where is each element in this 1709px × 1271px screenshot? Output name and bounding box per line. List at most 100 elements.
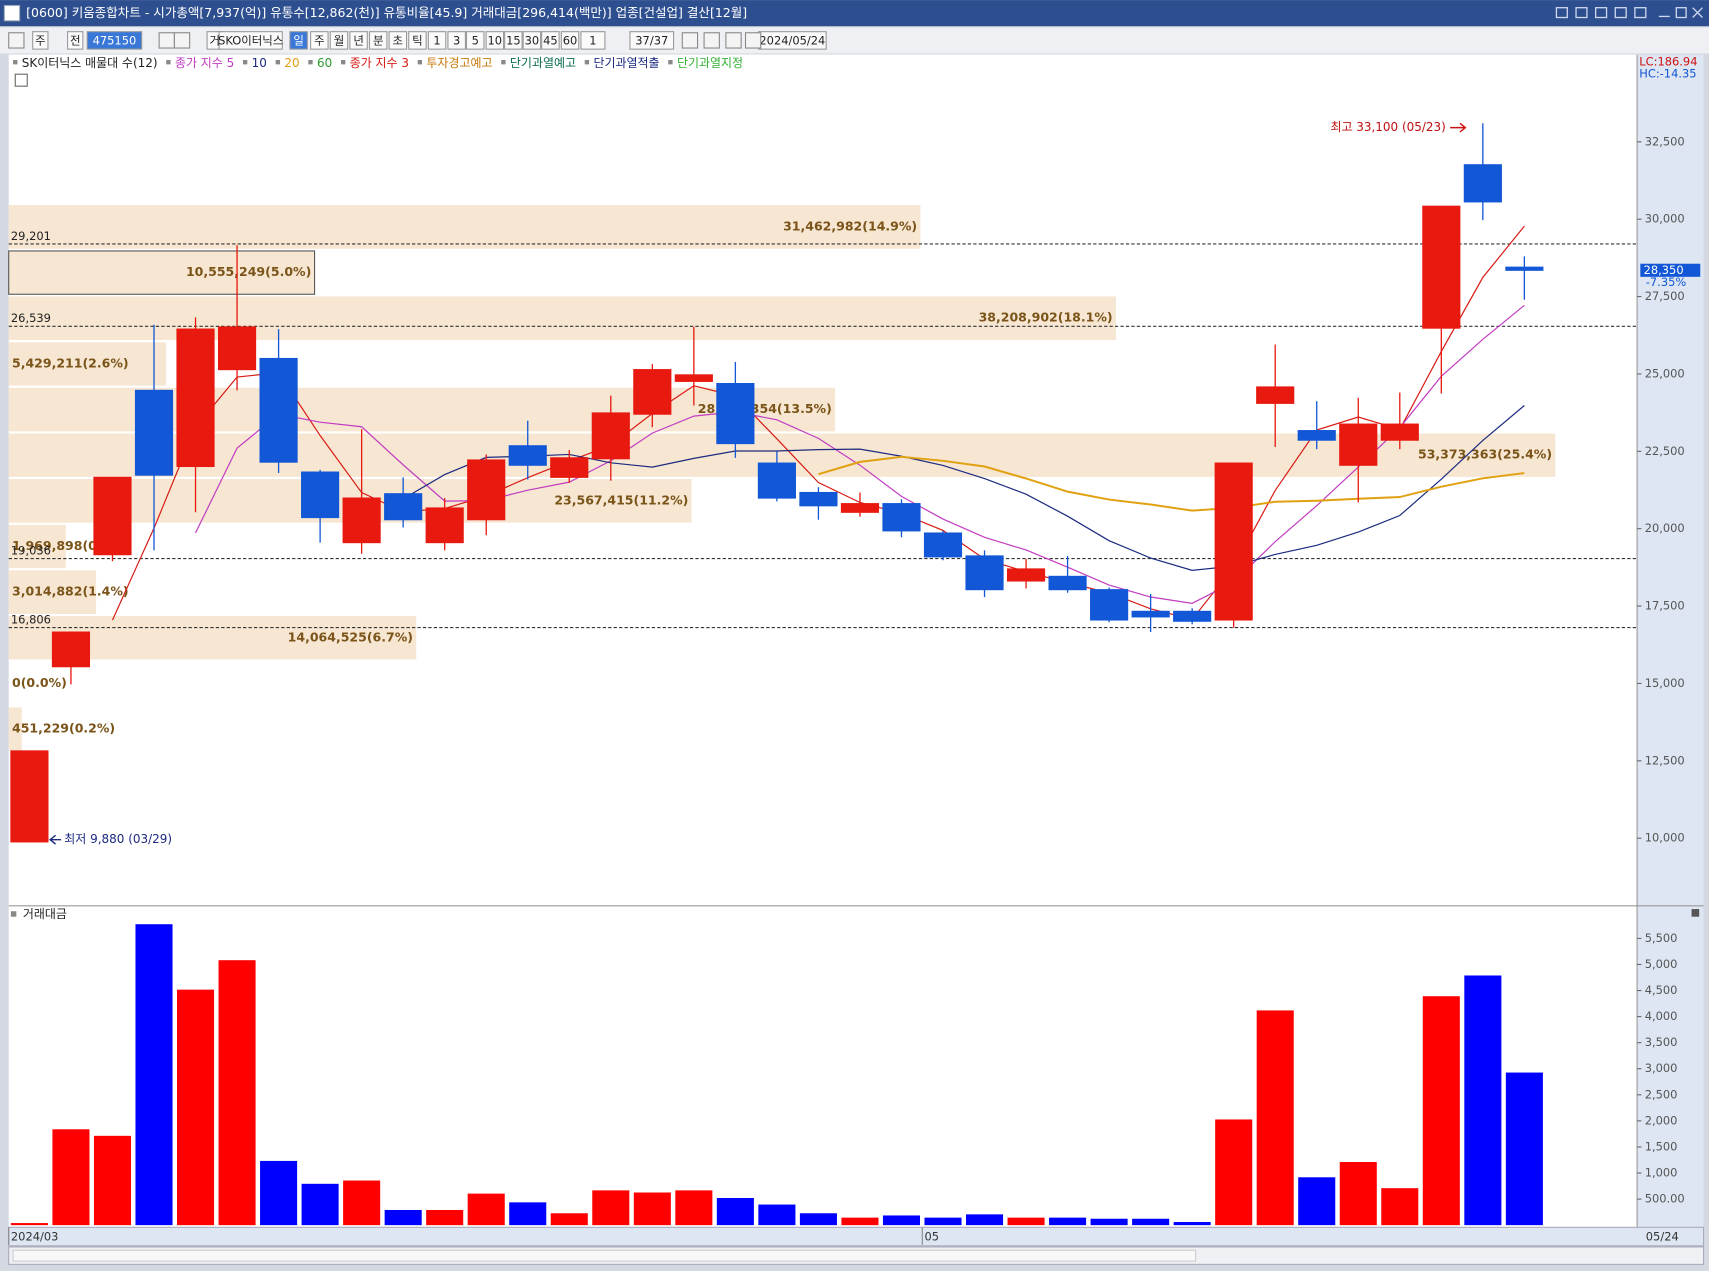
toolbar-label[interactable]: 1 — [589, 33, 596, 47]
volume-bar — [924, 1217, 962, 1226]
toolbar-icon[interactable] — [681, 32, 699, 49]
volume-bar — [716, 1197, 754, 1226]
toolbar-label[interactable]: 주 — [35, 33, 46, 47]
toolbar-button[interactable] — [388, 31, 408, 50]
profile-label: 0(0.0%) — [12, 675, 67, 690]
candle-body — [799, 491, 838, 507]
toolbar-button[interactable] — [427, 31, 447, 50]
y-tick-label: 5,000 — [1645, 957, 1678, 971]
toolbar-button[interactable] — [310, 31, 329, 50]
candle-body — [633, 369, 672, 415]
high-annotation: 최고 33,100 (05/23) — [1330, 120, 1445, 134]
volume-bar — [10, 1223, 48, 1226]
candle-body — [1505, 266, 1544, 271]
toolbar-label[interactable]: 60 — [563, 33, 578, 47]
toolbar-button[interactable] — [86, 31, 143, 50]
toolbar-icon[interactable] — [703, 32, 720, 49]
toolbar-button[interactable] — [629, 31, 675, 50]
title-button[interactable] — [1634, 7, 1647, 19]
toolbar-icon[interactable] — [725, 32, 742, 49]
toolbar-icon[interactable] — [158, 32, 175, 49]
toolbar-label[interactable]: 일 — [293, 33, 304, 47]
candle-body — [965, 555, 1004, 591]
toolbar-label[interactable]: 전 — [70, 33, 81, 47]
maximize-button[interactable] — [1675, 7, 1687, 19]
toolbar — [0, 27, 1709, 54]
volume-bar — [52, 1129, 90, 1226]
y-tick-label: 20,000 — [1645, 521, 1685, 535]
candle-body — [1339, 423, 1378, 466]
toolbar-button[interactable] — [349, 31, 368, 50]
toolbar-button[interactable] — [32, 31, 49, 50]
volume-bar — [1049, 1217, 1087, 1226]
volume-bar — [882, 1215, 921, 1226]
scroll-track[interactable] — [12, 1249, 1197, 1262]
profile-label: 53,373,363(25.4%) — [1418, 447, 1552, 462]
toolbar-label[interactable]: 2024/05/24 — [759, 33, 825, 47]
toolbar-label[interactable]: 15 — [506, 33, 521, 47]
toolbar-button[interactable] — [289, 31, 308, 50]
toolbar-label[interactable]: 475150 — [93, 33, 137, 47]
table-icon[interactable] — [14, 73, 28, 87]
toolbar-label[interactable]: 초 — [393, 33, 404, 47]
toolbar-button[interactable] — [329, 31, 349, 50]
toolbar-button[interactable] — [408, 31, 427, 50]
volume-bar — [1007, 1217, 1045, 1226]
candle-body — [840, 503, 880, 513]
toolbar-label[interactable]: 1 — [433, 33, 440, 47]
profile-band — [8, 250, 316, 295]
toolbar-label[interactable]: 45 — [543, 33, 558, 47]
toolbar-icon[interactable] — [8, 32, 25, 49]
legend-swatch — [417, 60, 423, 65]
x-tick-label: 2024/03 — [11, 1230, 59, 1244]
title-button[interactable] — [1555, 7, 1568, 19]
toolbar-label[interactable]: 월 — [334, 33, 345, 47]
pane-icon — [10, 911, 17, 917]
toolbar-label[interactable]: 분 — [373, 33, 384, 47]
toolbar-label[interactable]: 거 — [209, 33, 220, 47]
level-label: 16,806 — [11, 612, 51, 626]
legend-swatch — [308, 60, 313, 65]
toolbar-label[interactable]: 년 — [353, 33, 364, 47]
toolbar-label[interactable]: 30 — [525, 33, 540, 47]
legend-label: 60 — [317, 56, 332, 70]
toolbar-button[interactable] — [465, 31, 485, 50]
title-button[interactable] — [1614, 7, 1627, 19]
toolbar-button[interactable] — [485, 31, 505, 50]
app-icon — [3, 4, 21, 22]
title-button[interactable] — [1594, 7, 1608, 19]
y-tick-label: 22,500 — [1645, 444, 1685, 458]
candle-body — [342, 497, 381, 544]
profile-band — [8, 296, 1116, 341]
toolbar-button[interactable] — [580, 31, 606, 50]
profile-band — [8, 205, 921, 249]
volume-bar — [1505, 1072, 1543, 1226]
toolbar-label[interactable]: 주 — [314, 33, 325, 47]
legend-label: 종가 지수 5 — [175, 56, 234, 70]
toolbar-button[interactable] — [67, 31, 84, 50]
pane-close[interactable] — [1691, 909, 1700, 917]
toolbar-button[interactable] — [522, 31, 542, 50]
toolbar-label[interactable]: 5 — [472, 33, 479, 47]
toolbar-label[interactable]: SKO이터닉스 — [218, 33, 283, 47]
toolbar-icon[interactable] — [744, 32, 762, 49]
toolbar-icon[interactable] — [173, 32, 191, 49]
toolbar-button[interactable] — [504, 31, 523, 50]
volume-bar — [1422, 996, 1460, 1226]
title-button[interactable] — [1575, 7, 1588, 19]
toolbar-button[interactable] — [560, 31, 580, 50]
toolbar-label[interactable]: 틱 — [412, 33, 423, 47]
window-title: [0600] 키움종합차트 - 시가총액[7,937(억)] 유통수[12,86… — [26, 5, 747, 20]
volume-bar — [218, 960, 256, 1226]
toolbar-label[interactable]: 3 — [453, 33, 460, 47]
close-button[interactable] — [1692, 7, 1703, 18]
toolbar-button[interactable] — [368, 31, 388, 50]
volume-bar — [177, 989, 215, 1226]
toolbar-label[interactable]: 37/37 — [635, 33, 668, 47]
toolbar-label[interactable]: 10 — [488, 33, 503, 47]
toolbar-button[interactable] — [541, 31, 560, 50]
toolbar-button[interactable] — [447, 31, 466, 50]
toolbar-button[interactable] — [218, 31, 283, 50]
